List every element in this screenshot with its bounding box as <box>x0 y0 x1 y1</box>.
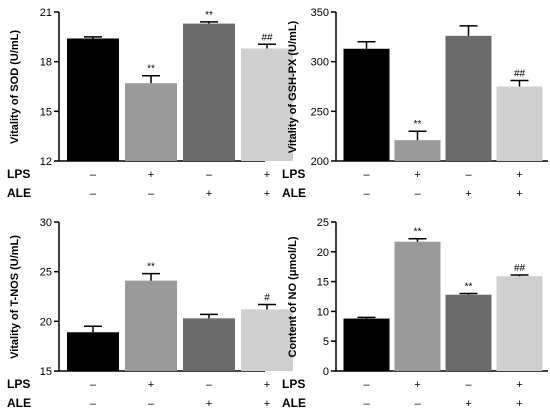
condition-mark: + <box>206 398 212 410</box>
condition-mark: – <box>90 188 97 200</box>
condition-mark: + <box>516 398 522 410</box>
condition-mark: – <box>414 398 421 410</box>
condition-mark: + <box>264 188 270 200</box>
condition-mark: – <box>90 398 97 410</box>
condition-row-label: LPS <box>7 377 30 391</box>
bar-2 <box>394 140 441 161</box>
bar-2 <box>125 83 177 161</box>
bar-4 <box>496 86 543 161</box>
significance-label: ## <box>514 263 526 274</box>
condition-mark: + <box>148 169 154 181</box>
significance-label: ** <box>414 119 422 130</box>
bar-3 <box>445 294 492 371</box>
condition-mark: – <box>363 188 370 200</box>
significance-label: ** <box>147 64 155 75</box>
significance-label: # <box>264 292 270 303</box>
y-tick-label: 5 <box>323 336 329 348</box>
y-tick-label: 15 <box>317 277 329 289</box>
bar-2 <box>394 241 441 371</box>
bar-4 <box>496 276 543 371</box>
y-axis-label: Vitality of SOD (U/mL) <box>9 30 21 144</box>
condition-row-label: ALE <box>282 396 306 410</box>
chart-panel-3: 15 20 25 30 Vitality of T-NOS (U/mL) ** # LPS – +… <box>7 217 293 410</box>
condition-mark: – <box>363 398 370 410</box>
y-tick-label: 30 <box>40 217 52 229</box>
significance-label: ** <box>414 227 422 238</box>
condition-row-label: ALE <box>282 186 306 200</box>
condition-row-label: ALE <box>7 396 31 410</box>
y-tick-label: 15 <box>40 106 52 118</box>
bar-1 <box>343 48 390 161</box>
condition-mark: + <box>516 188 522 200</box>
bar-2 <box>125 280 177 371</box>
condition-mark: + <box>516 379 522 391</box>
chart-panel-1: 12 15 18 21 Vitality of SOD (U/mL) ** ** ## LPS –… <box>7 7 293 200</box>
chart-panel-4: 0 5 10 15 20 25 Content of NO (μmol/L) ** ** ## LP… <box>282 217 548 410</box>
y-tick-label: 25 <box>40 267 52 279</box>
condition-mark: + <box>148 379 154 391</box>
y-axis-label: Content of NO (μmol/L) <box>287 236 299 357</box>
y-tick-label: 18 <box>40 57 52 69</box>
condition-row-label: ALE <box>7 186 31 200</box>
y-tick-label: 300 <box>311 57 329 69</box>
y-tick-label: 0 <box>323 366 329 378</box>
condition-row-label: LPS <box>282 167 305 181</box>
y-tick-label: 200 <box>311 156 329 168</box>
significance-label: ** <box>465 282 473 293</box>
condition-mark: + <box>516 169 522 181</box>
y-axis-label: Vitality of GSH-PX (U/mL) <box>287 20 299 153</box>
condition-mark: + <box>264 379 270 391</box>
condition-row-label: LPS <box>7 167 30 181</box>
condition-mark: + <box>264 398 270 410</box>
condition-mark: + <box>465 188 471 200</box>
condition-row-label: LPS <box>282 377 305 391</box>
condition-mark: – <box>465 379 472 391</box>
bar-1 <box>67 38 119 161</box>
chart-panel-2: 200 250 300 350 Vitality of GSH-PX (U/mL) ** #… <box>282 7 548 200</box>
condition-mark: – <box>148 398 155 410</box>
y-tick-label: 21 <box>40 7 52 19</box>
bar-3 <box>445 35 492 162</box>
bar-1 <box>67 332 119 371</box>
y-tick-label: 350 <box>311 7 329 19</box>
bar-4 <box>241 48 293 161</box>
condition-mark: + <box>264 169 270 181</box>
condition-mark: – <box>414 188 421 200</box>
bar-4 <box>241 309 293 371</box>
condition-mark: + <box>465 398 471 410</box>
y-tick-label: 20 <box>317 247 329 259</box>
y-axis-label: Vitality of T-NOS (U/mL) <box>9 235 21 359</box>
y-tick-label: 250 <box>311 106 329 118</box>
condition-mark: + <box>414 169 420 181</box>
condition-mark: – <box>90 379 97 391</box>
condition-mark: – <box>206 169 213 181</box>
significance-label: ** <box>147 262 155 273</box>
y-tick-label: 15 <box>40 366 52 378</box>
y-tick-label: 12 <box>40 156 52 168</box>
condition-mark: – <box>465 169 472 181</box>
condition-mark: + <box>414 379 420 391</box>
condition-mark: – <box>90 169 97 181</box>
bar-1 <box>343 318 390 371</box>
condition-mark: – <box>363 169 370 181</box>
condition-mark: – <box>206 379 213 391</box>
y-tick-label: 20 <box>40 316 52 328</box>
significance-label: ## <box>261 32 273 43</box>
significance-label: ** <box>205 10 213 21</box>
y-tick-label: 25 <box>317 217 329 229</box>
condition-mark: + <box>206 188 212 200</box>
condition-mark: – <box>363 379 370 391</box>
bar-3 <box>183 318 235 371</box>
y-tick-label: 10 <box>317 306 329 318</box>
bar-3 <box>183 23 235 162</box>
significance-label: ## <box>514 69 526 80</box>
condition-mark: – <box>148 188 155 200</box>
